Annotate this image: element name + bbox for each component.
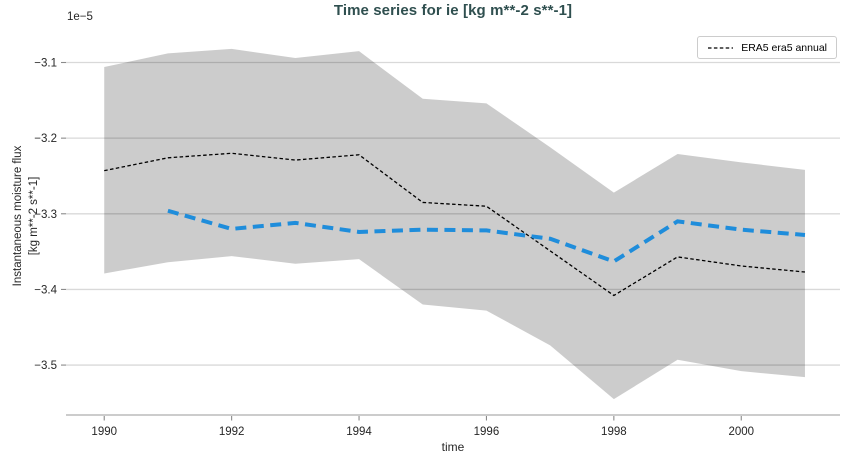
x-tick-label: 1992 [219, 426, 245, 438]
y-tick-label: −3.5 [34, 360, 57, 372]
x-tick-label: 1996 [474, 426, 500, 438]
legend-label: ERA5 era5 annual [741, 41, 827, 54]
y-tick-label: −3.2 [34, 133, 57, 145]
y-tick-label: −3.4 [34, 284, 57, 296]
x-tick-label: 1994 [346, 426, 372, 438]
legend-line-sample-icon [708, 46, 734, 49]
uncertainty-band [104, 48, 805, 400]
x-tick-label: 1990 [91, 426, 117, 438]
y-axis-offset-label: 1e−5 [67, 11, 93, 23]
x-tick-label: 2000 [728, 426, 754, 438]
y-tick-label: −3.3 [34, 209, 57, 221]
annual-mean-line [167, 208, 806, 264]
legend: ERA5 era5 annual [697, 36, 837, 59]
y-tick-label: −3.1 [34, 58, 57, 70]
x-tick-label: 1998 [601, 426, 627, 438]
x-axis-label: time [441, 440, 465, 454]
era5-annual-line [104, 152, 806, 297]
chart-title: Time series for ie [kg m**-2 s**-1] [333, 2, 573, 19]
